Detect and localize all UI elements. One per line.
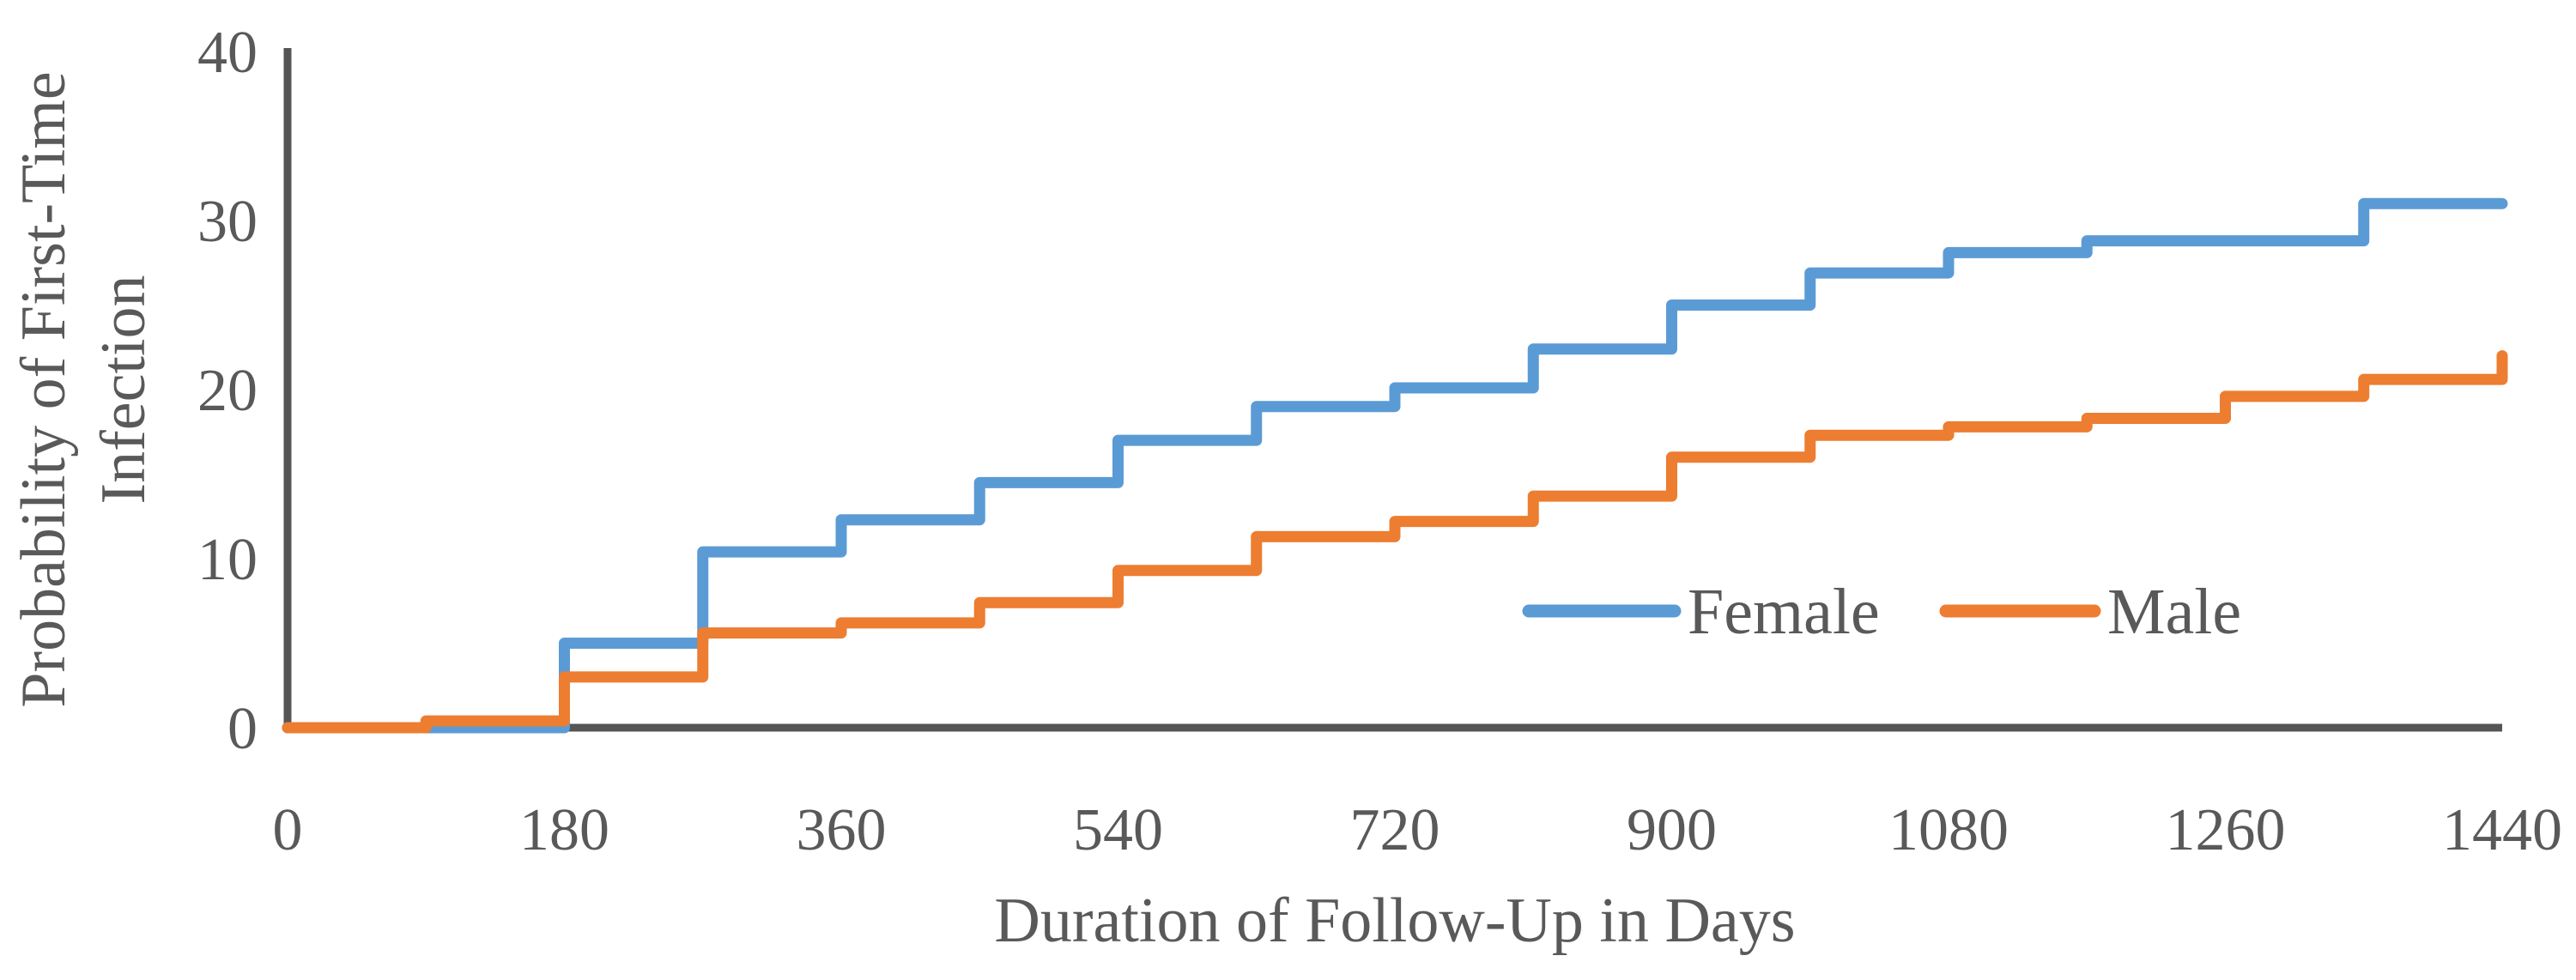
y-tick-label: 30 [197, 189, 258, 255]
y-axis-title: Probability of First-Time Infection [9, 71, 159, 707]
male-series-line [282, 350, 2508, 734]
legend-female-label: Female [1688, 576, 1880, 648]
x-tick-label: 720 [1350, 797, 1440, 863]
y-tick-label: 10 [197, 527, 258, 593]
y-axis-title-line1: Probability of First-Time [9, 71, 79, 707]
x-tick-label: 900 [1627, 797, 1717, 863]
legend-male-label: Male [2107, 576, 2241, 648]
x-tick-label: 1440 [2442, 797, 2562, 863]
y-tick-label: 40 [197, 20, 258, 86]
x-axis-title: Duration of Follow-Up in Days [994, 886, 1795, 956]
y-axis-title-line2: Infection [88, 275, 159, 504]
y-tick-label: 20 [197, 358, 258, 424]
x-tick-label: 540 [1073, 797, 1163, 863]
x-tick-label: 1260 [2166, 797, 2286, 863]
x-axis-tick-labels: 0 180 360 540 720 900 1080 1260 1440 [273, 797, 2563, 863]
x-tick-label: 0 [273, 797, 303, 863]
x-tick-label: 180 [519, 797, 609, 863]
legend: Female Male [1522, 576, 2241, 648]
x-tick-label: 1080 [1888, 797, 2009, 863]
y-tick-label: 0 [227, 696, 258, 762]
axes [283, 48, 2502, 732]
series-lines [282, 197, 2508, 734]
x-tick-label: 360 [797, 797, 887, 863]
y-axis-tick-labels: 0 10 20 30 40 [197, 20, 258, 762]
female-series-line [282, 197, 2508, 734]
